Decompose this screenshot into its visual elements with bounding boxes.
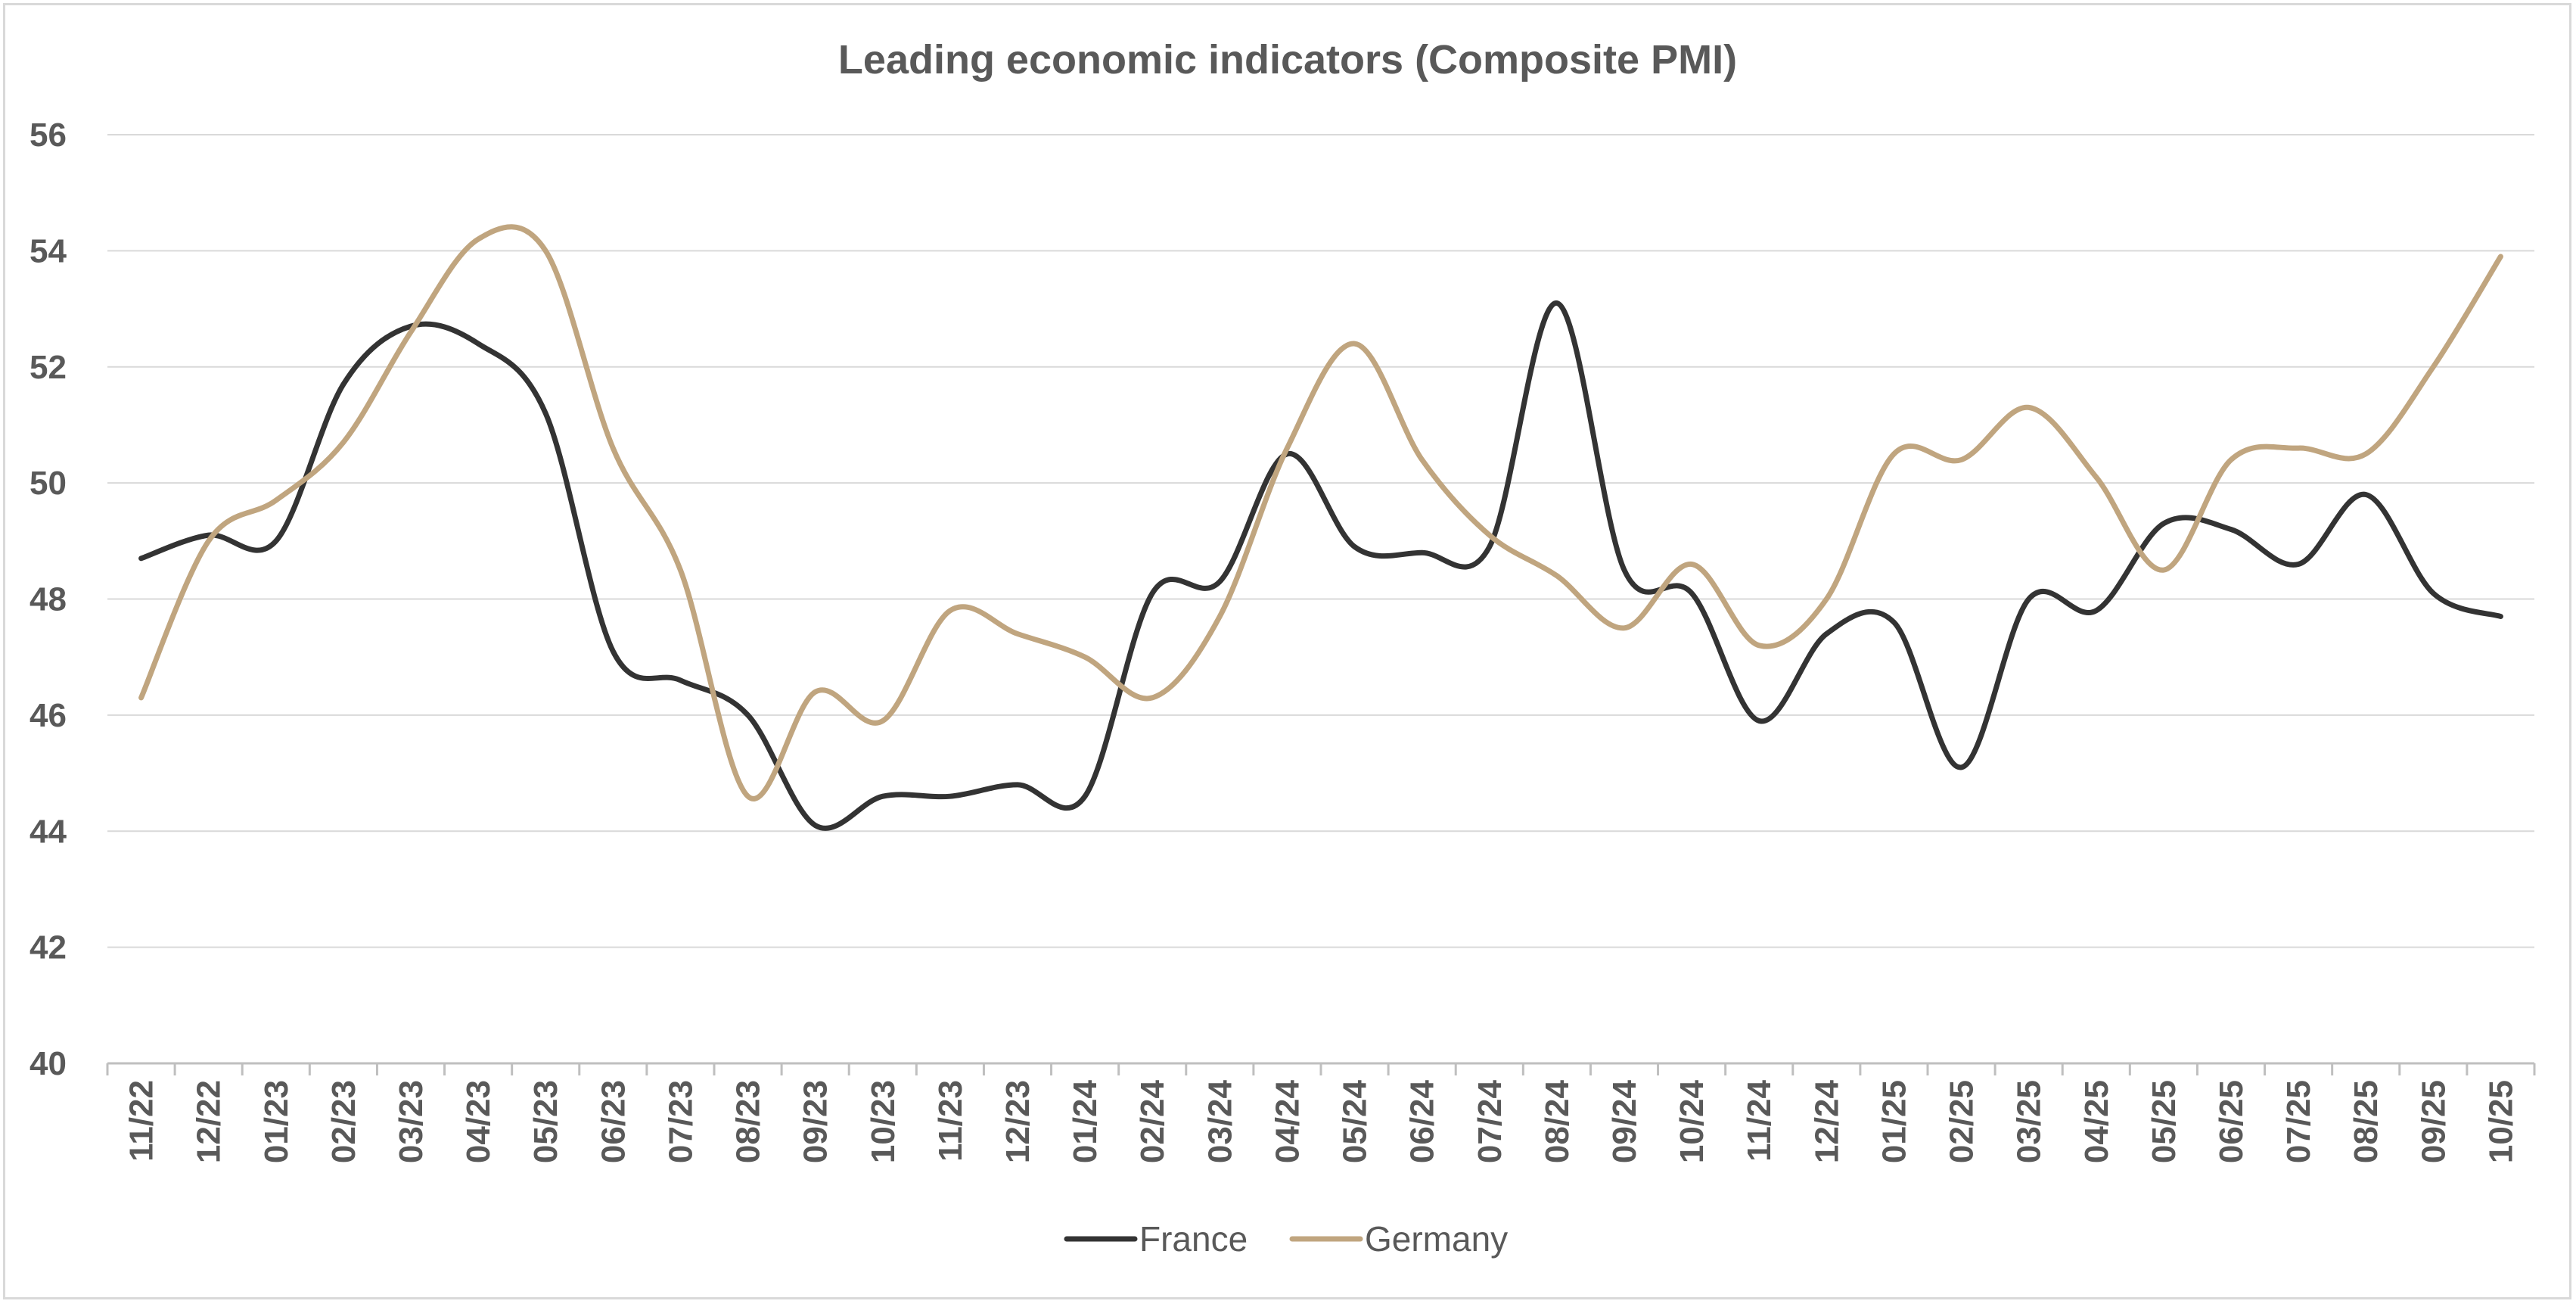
y-axis-ticks: 40 42 44 46 48 50 52 54 56	[30, 117, 67, 1082]
chart-frame	[3, 3, 2571, 1299]
x-tick-label-01-25: 01/25	[1875, 1080, 1913, 1163]
x-tick-label-10-23: 10/23	[865, 1080, 902, 1163]
x-tick-label-10-25: 10/25	[2482, 1080, 2519, 1163]
x-tick-label-06-24: 06/24	[1404, 1079, 1441, 1163]
x-tick-label-03-25: 03/25	[2011, 1080, 2048, 1163]
y-tick-label-52: 52	[30, 349, 67, 386]
x-tick-label-07-24: 07/24	[1471, 1079, 1509, 1163]
x-axis: 11/22 12/22 01/23 02/23 03/23 04/23 05/23 06/23…	[106, 1063, 2536, 1163]
y-tick-label-54: 54	[30, 232, 67, 269]
x-tick-label-06-25: 06/25	[2213, 1080, 2250, 1163]
x-tick-label-05-23: 05/23	[527, 1080, 564, 1163]
x-tick-label-09-23: 09/23	[797, 1080, 834, 1163]
x-tick-label-04-23: 04/23	[460, 1080, 497, 1163]
x-tick-label-08-25: 08/25	[2348, 1080, 2385, 1163]
y-tick-label-44: 44	[30, 813, 67, 850]
x-tick-label-07-23: 07/23	[662, 1080, 699, 1163]
x-tick-label-06-23: 06/23	[595, 1080, 632, 1163]
series-line-germany	[138, 224, 2503, 801]
legend-label-germany: Germany	[1365, 1219, 1508, 1259]
series-line-france	[138, 300, 2503, 831]
x-tick-label-12-22: 12/22	[191, 1080, 228, 1163]
x-tick-label-09-25: 09/25	[2415, 1080, 2452, 1163]
y-tick-label-40: 40	[30, 1045, 67, 1082]
y-tick-label-50: 50	[30, 465, 67, 502]
x-tick-label-01-23: 01/23	[258, 1080, 295, 1163]
legend: France Germany	[1064, 1219, 1508, 1259]
x-tick-label-10-24: 10/24	[1673, 1079, 1711, 1163]
y-tick-label-56: 56	[30, 117, 67, 154]
chart-title: Leading economic indicators (Composite P…	[838, 37, 1737, 82]
x-tick-label-03-24: 03/24	[1201, 1079, 1238, 1163]
x-tick-label-11-23: 11/23	[932, 1080, 969, 1162]
x-tick-label-12-24: 12/24	[1808, 1079, 1845, 1163]
x-tick-label-02-24: 02/24	[1134, 1079, 1171, 1163]
x-tick-label-04-24: 04/24	[1269, 1079, 1306, 1163]
x-tick-label-01-24: 01/24	[1067, 1079, 1104, 1163]
x-tick-label-07-25: 07/25	[2280, 1080, 2317, 1163]
x-tick-label-02-25: 02/25	[1944, 1080, 1981, 1163]
y-tick-label-42: 42	[30, 929, 67, 966]
grid	[107, 134, 2534, 1065]
x-tick-label-04-25: 04/25	[2078, 1080, 2115, 1163]
y-tick-label-48: 48	[30, 581, 67, 618]
x-tick-label-05-24: 05/24	[1337, 1079, 1374, 1163]
x-tick-label-05-25: 05/25	[2146, 1080, 2183, 1163]
y-tick-label-46: 46	[30, 697, 67, 734]
x-tick-label-03-23: 03/23	[393, 1080, 430, 1163]
x-tick-label-08-24: 08/24	[1539, 1079, 1576, 1163]
x-tick-label-09-24: 09/24	[1606, 1079, 1643, 1163]
x-tick-label-12-23: 12/23	[999, 1080, 1036, 1163]
x-tick-label-11-22: 11/22	[123, 1080, 160, 1162]
series-lines	[138, 224, 2503, 831]
x-tick-label-08-23: 08/23	[730, 1080, 767, 1163]
legend-label-france: France	[1139, 1219, 1248, 1259]
x-tick-label-02-23: 02/23	[325, 1080, 362, 1163]
x-tick-label-11-24: 11/24	[1741, 1079, 1778, 1161]
